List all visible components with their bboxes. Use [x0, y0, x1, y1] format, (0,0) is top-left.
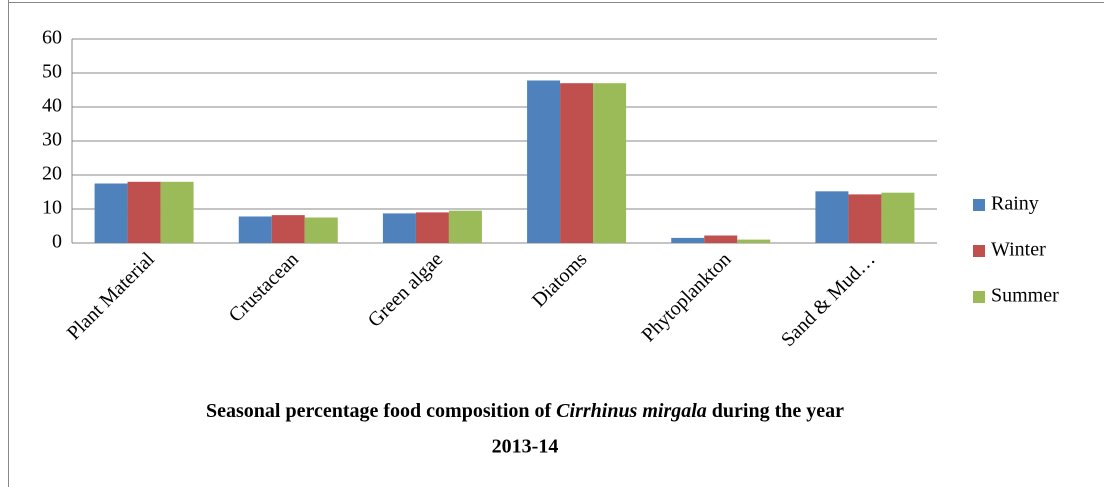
x-tick-label: Phytoplankton: [637, 248, 735, 346]
bar: [448, 210, 482, 243]
x-tick-label: Green algae: [364, 248, 448, 332]
legend-swatch: [973, 291, 985, 303]
caption-part: Seasonal percentage food composition of: [206, 400, 556, 422]
legend-swatch: [973, 245, 985, 257]
bar: [527, 80, 561, 243]
y-tick-label: 40: [42, 95, 62, 117]
caption-year: 2013-14: [492, 436, 559, 458]
legend-label: Winter: [991, 239, 1046, 261]
x-tick-label: Diatoms: [528, 248, 592, 312]
bar: [737, 239, 771, 243]
bar: [94, 183, 128, 243]
legend-swatch: [973, 199, 985, 211]
y-tick-label: 10: [42, 197, 62, 219]
x-tick-label: Plant Material: [63, 248, 159, 344]
bar: [271, 215, 305, 243]
bar: [160, 181, 194, 243]
bar: [560, 83, 594, 243]
bar: [382, 213, 416, 243]
y-tick-label: 20: [42, 163, 62, 185]
y-tick-label: 30: [42, 129, 62, 151]
x-tick-label: Crustacean: [225, 248, 303, 326]
caption: Seasonal percentage food composition of …: [206, 400, 844, 422]
y-tick-label: 60: [42, 27, 62, 49]
bar: [848, 194, 882, 243]
bar: [127, 181, 161, 243]
y-tick-label: 0: [52, 231, 62, 253]
bar: [304, 217, 338, 243]
bar: [704, 235, 738, 243]
bar: [671, 237, 705, 243]
caption-species: Cirrhinus mirgala: [556, 400, 707, 422]
bar: [415, 212, 449, 243]
legend-label: Rainy: [991, 193, 1039, 215]
caption-part: during the year: [707, 400, 844, 422]
legend-label: Summer: [991, 285, 1059, 307]
x-tick-label: Sand & Mud…: [777, 248, 880, 351]
bar: [593, 83, 627, 243]
bar: [881, 192, 915, 243]
y-tick-label: 50: [42, 61, 62, 83]
bar: [238, 216, 272, 243]
bar: [815, 191, 849, 243]
